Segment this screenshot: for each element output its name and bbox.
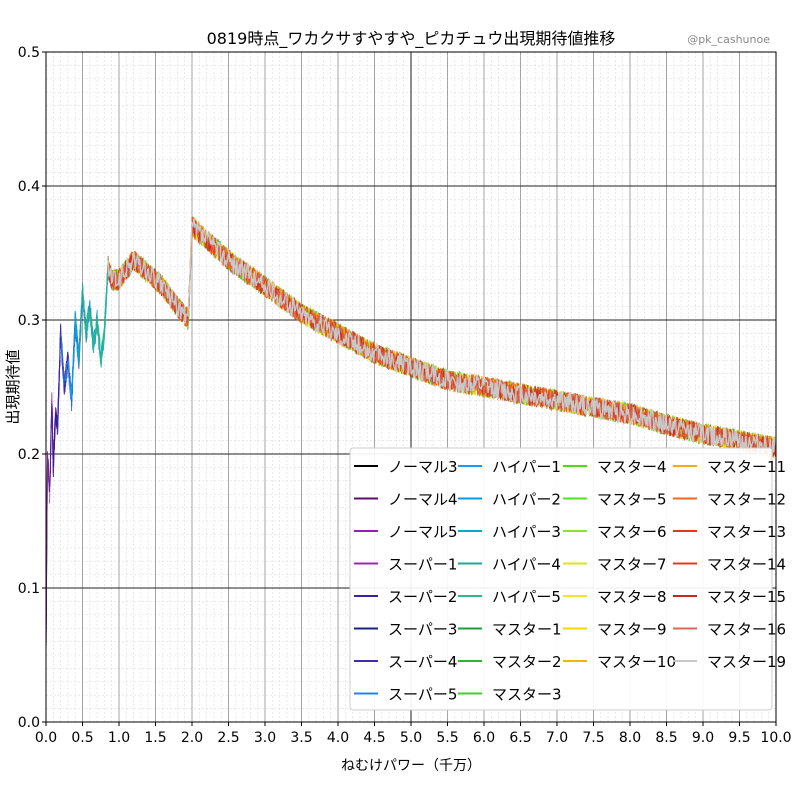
legend-label: ハイパー4	[492, 556, 561, 574]
legend-label: ノーマル5	[388, 523, 458, 541]
legend: ノーマル3 ノーマル4 ノーマル5 スーパー1 スーパー2 スーパー3 スーパー4 スーパー5…	[349, 447, 786, 711]
legend-label: マスター1	[492, 621, 562, 639]
watermark: @pk_cashunoe	[687, 33, 770, 46]
chart-title: 0819時点_ワカクサすやすや_ピカチュウ出現期待値推移	[207, 29, 616, 49]
x-tick-label: 3.5	[290, 730, 312, 746]
x-tick-label: 9.5	[728, 730, 750, 746]
x-tick-label: 5.5	[436, 730, 458, 746]
legend-label: マスター14	[707, 556, 786, 574]
legend-label: ハイパー2	[492, 491, 561, 509]
x-tick-label: 7.5	[582, 730, 604, 746]
x-tick-label: 6.5	[509, 730, 531, 746]
legend-label: ハイパー1	[492, 458, 561, 476]
x-tick-label: 10.0	[760, 730, 791, 746]
legend-label: スーパー5	[388, 686, 457, 704]
y-axis-ticks: 0.0 0.1 0.2 0.3 0.4 0.5	[18, 45, 46, 731]
y-tick-label: 0.3	[18, 313, 40, 329]
y-tick-label: 0.2	[18, 447, 40, 463]
legend-label: ノーマル3	[388, 458, 458, 476]
legend-label: マスター9	[597, 621, 667, 639]
x-tick-label: 7.0	[546, 730, 568, 746]
series-line	[82, 264, 109, 365]
x-tick-label: 4.0	[327, 730, 349, 746]
y-tick-label: 0.1	[18, 581, 40, 597]
x-tick-label: 0.0	[35, 730, 57, 746]
legend-label: スーパー4	[388, 653, 457, 671]
series-line	[107, 220, 777, 457]
legend-label: ノーマル4	[388, 491, 458, 509]
x-tick-label: 1.0	[108, 730, 130, 746]
x-tick-label: 3.0	[254, 730, 276, 746]
legend-label: マスター12	[707, 491, 786, 509]
x-tick-label: 8.0	[619, 730, 641, 746]
legend-label: マスター19	[707, 653, 786, 671]
x-axis-ticks: 0.0 0.5 1.0 1.5 2.0 2.5 3.0 3.5 4.0 4.5 5.0 5.5 6.0 6…	[35, 722, 792, 746]
legend-label: マスター10	[597, 653, 676, 671]
x-tick-label: 0.5	[71, 730, 93, 746]
legend-label: マスター13	[707, 523, 786, 541]
legend-label: スーパー3	[388, 621, 457, 639]
legend-label: マスター4	[597, 458, 667, 476]
legend-label: ハイパー3	[492, 523, 561, 541]
legend-label: ハイパー5	[492, 588, 561, 606]
x-tick-label: 5.0	[400, 730, 422, 746]
series-layer	[45, 215, 777, 661]
x-tick-label: 4.5	[363, 730, 385, 746]
legend-label: マスター8	[597, 588, 667, 606]
y-tick-label: 0.0	[18, 715, 40, 731]
x-tick-label: 2.5	[217, 730, 239, 746]
legend-label: マスター15	[707, 588, 786, 606]
x-tick-label: 9.0	[692, 730, 714, 746]
legend-label: マスター6	[597, 523, 667, 541]
legend-label: マスター3	[492, 686, 562, 704]
x-tick-label: 1.5	[144, 730, 166, 746]
series-line	[107, 219, 777, 458]
legend-label: マスター7	[597, 556, 667, 574]
x-tick-label: 8.5	[655, 730, 677, 746]
legend-label: スーパー2	[388, 588, 457, 606]
legend-label: スーパー1	[388, 556, 457, 574]
legend-label: マスター2	[492, 653, 562, 671]
x-axis-label: ねむけパワー（千万）	[341, 758, 481, 774]
y-axis-label: 出現期待値	[4, 349, 22, 424]
y-tick-label: 0.4	[18, 179, 40, 195]
legend-label: マスター11	[707, 458, 786, 476]
legend-frame	[349, 447, 773, 711]
legend-label: マスター5	[597, 491, 667, 509]
x-tick-label: 2.0	[181, 730, 203, 746]
legend-label: マスター16	[707, 621, 786, 639]
x-tick-label: 6.0	[473, 730, 495, 746]
y-tick-label: 0.5	[18, 45, 40, 61]
